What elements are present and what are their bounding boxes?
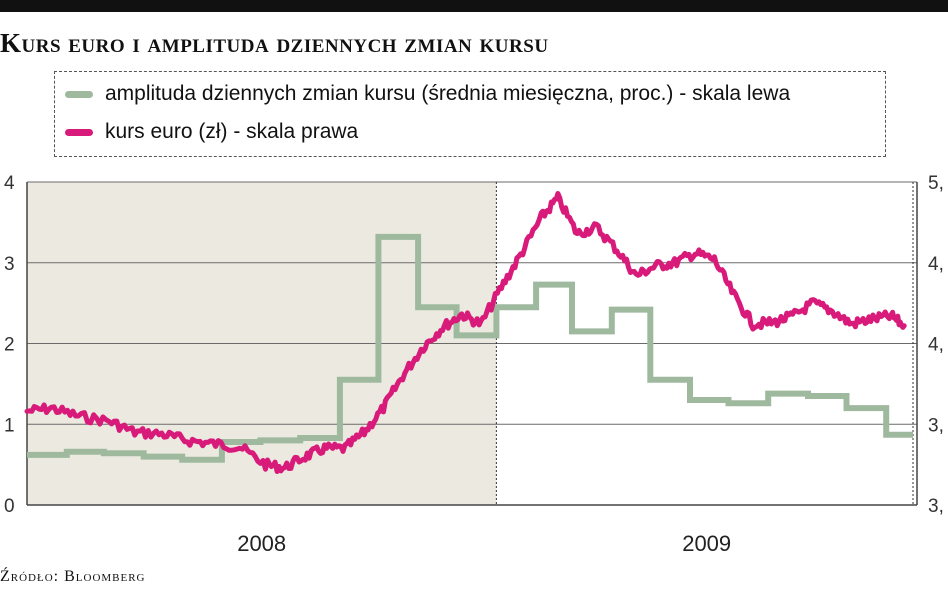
y-right-tick-label: 3, [928,415,944,436]
chart-title: Kurs euro i amplituda dziennych zmian ku… [0,28,549,58]
legend-label-amplitude: amplituda dziennych zmian kursu (średnia… [105,82,791,105]
y-left-tick-label: 0 [4,496,15,517]
y-left-tick-label: 4 [4,173,15,194]
y-left-tick-label: 1 [4,415,15,436]
legend-label-eur-rate: kurs euro (zł) - skala prawa [105,120,359,143]
y-right-tick-label: 5, [928,173,944,194]
y-right-tick-label: 4, [928,335,944,356]
series-amplitude-line [27,233,913,463]
legend-item-amplitude: amplituda dziennych zmian kursu (średnia… [65,82,790,106]
legend: amplituda dziennych zmian kursu (średnia… [54,71,886,157]
y-left-tick-label: 3 [4,254,15,275]
chart-plot: 4 5, 3 4, 2 4, 1 3, 0 3, 2008 2009 [4,173,944,556]
legend-item-eur-rate: kurs euro (zł) - skala prawa [65,120,358,144]
top-bar [0,0,948,12]
series-eur-rate-line [24,191,907,474]
legend-swatch-amplitude [65,90,93,98]
x-category-label: 2008 [237,531,286,556]
y-right-tick-label: 3, [928,496,944,517]
x-category-label: 2009 [682,531,731,556]
source-note: Źródło: Bloomberg [0,568,146,585]
y-left-tick-label: 2 [4,335,15,356]
legend-swatch-eur-rate [65,128,93,136]
y-right-tick-label: 4, [928,254,944,275]
